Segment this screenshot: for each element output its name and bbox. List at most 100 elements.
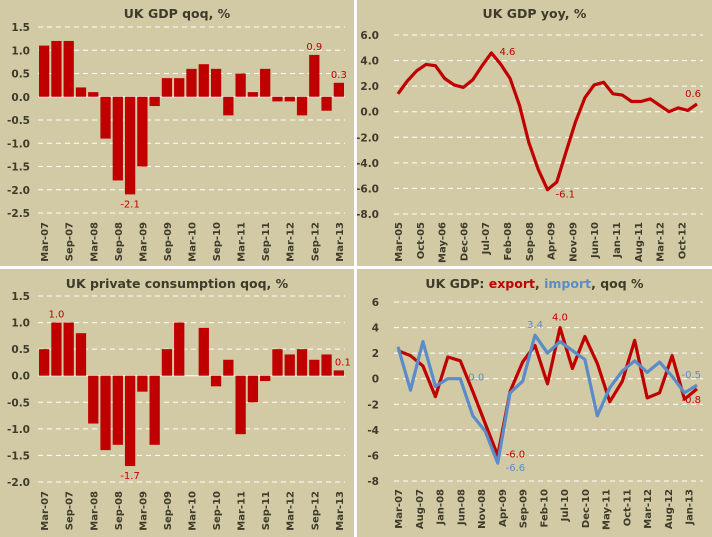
x-tick-label: Mar-13	[335, 491, 346, 531]
y-tick-label: 0	[372, 374, 379, 386]
chart-title: UK private consumption qoq, %	[66, 276, 289, 291]
x-tick-label: Jan-11	[612, 222, 623, 259]
y-tick-label: 0.5	[11, 69, 30, 81]
y-tick-label: -2	[367, 399, 379, 411]
x-tick-label: Mar-08	[89, 222, 100, 262]
y-tick-label: -2.5	[7, 208, 30, 220]
x-tick-label: Sep-08	[525, 222, 536, 261]
data-label: 0.9	[306, 42, 322, 53]
x-tick-label: Sep-09	[519, 489, 530, 528]
y-tick-label: -1.5	[7, 450, 30, 462]
y-tick-label: 2	[372, 348, 379, 360]
bar	[296, 349, 308, 376]
bar	[296, 96, 308, 116]
bar	[63, 40, 74, 97]
x-tick-label: Sep-11	[261, 491, 272, 530]
x-tick-label: Mar-12	[656, 222, 667, 262]
series-line-export	[397, 325, 699, 457]
y-tick-label: -8	[367, 476, 379, 488]
bar	[247, 375, 259, 403]
panel-consumption-qoq: UK private consumption qoq, % 1.5 1.0 0.5 0.…	[0, 269, 354, 537]
y-tick-label: 1.5	[11, 291, 30, 303]
bar	[149, 375, 160, 445]
data-label: -0.5	[681, 370, 701, 381]
bar	[272, 349, 283, 376]
x-tick-label: Oct-11	[622, 489, 633, 526]
y-tick-label: -6.0	[357, 183, 379, 195]
data-label: 3.4	[527, 320, 543, 331]
bar	[260, 68, 271, 97]
series-line-gdp-yoy	[396, 51, 698, 192]
x-tick-label: Sep-08	[114, 491, 125, 530]
bar	[186, 68, 197, 97]
y-tick-label: 0.0	[11, 371, 30, 383]
bar	[260, 375, 271, 382]
x-tick-label: Mar-07	[394, 489, 405, 529]
x-tick-label: Mar-12	[286, 222, 297, 262]
y-tick-label: -1.5	[7, 162, 30, 174]
chart-gdp-qoq: UK GDP qoq, % 1.5 1.0 0.5 0.0 -0.5 -1.0 -1.5 -2.…	[7, 6, 347, 262]
y-tick-label: 1.0	[11, 45, 30, 57]
y-tick-label: 0.0	[360, 107, 379, 119]
bar	[333, 82, 344, 97]
x-tick-label: Mar-07	[40, 491, 51, 531]
y-tick-label: 0.0	[11, 92, 30, 104]
panel-gdp-qoq: UK GDP qoq, % 1.5 1.0 0.5 0.0 -0.5 -1.0 -1.5 -2.…	[0, 0, 354, 266]
bar	[210, 375, 222, 387]
chart-title: UK GDP: export, import, qoq %	[425, 276, 644, 291]
series-line-import	[396, 333, 698, 465]
chart-consumption-qoq: UK private consumption qoq, % 1.5 1.0 0.5 0.…	[7, 276, 351, 531]
y-tick-label: 4	[372, 323, 379, 335]
bar	[51, 40, 62, 97]
y-tick-label: -1.0	[7, 424, 30, 436]
bar	[235, 375, 246, 435]
chart-title-part: export	[489, 276, 535, 291]
x-tick-label: Mar-10	[188, 491, 199, 531]
y-tick-label: -2.0	[7, 477, 30, 489]
x-tick-label: Sep-07	[65, 491, 76, 530]
x-tick-label: Jan-08	[436, 489, 447, 526]
bar	[124, 96, 136, 195]
bar	[272, 96, 283, 102]
x-tick-label: May-11	[602, 489, 613, 530]
x-tick-label: Jun-10	[590, 222, 601, 259]
x-tick-label: Mar-09	[138, 222, 149, 262]
data-label: -1.7	[120, 471, 140, 482]
y-tick-label: -4	[367, 425, 379, 437]
x-tick-label: May-06	[438, 222, 449, 263]
chart-title-part: UK GDP:	[425, 276, 488, 291]
bar	[174, 78, 185, 97]
bar	[284, 354, 295, 376]
y-tick-label: -4.0	[357, 158, 379, 170]
data-label: 0.0	[468, 373, 484, 384]
x-tick-label: Mar-08	[89, 491, 100, 531]
data-label: 4.6	[499, 47, 515, 58]
bar	[51, 322, 62, 376]
bar	[235, 73, 246, 97]
x-tick-label: Nov-09	[568, 222, 579, 262]
x-tick-label: Apr-09	[547, 222, 558, 260]
bar	[223, 359, 234, 376]
bar	[161, 78, 173, 97]
x-tick-label: Feb-08	[503, 222, 514, 260]
bar	[137, 375, 148, 392]
x-tick-label: Mar-10	[188, 222, 199, 262]
bar	[198, 327, 209, 376]
x-tick-label: Mar-05	[394, 222, 405, 262]
bar	[321, 96, 332, 111]
x-tick-label: Jun-08	[456, 489, 467, 526]
y-tick-label: 1.5	[11, 22, 30, 34]
bar	[161, 349, 173, 376]
bar	[137, 96, 148, 167]
x-tick-label: Mar-11	[237, 222, 248, 262]
x-tick-label: Sep-12	[310, 491, 321, 530]
x-tick-label: Aug-11	[634, 222, 645, 262]
data-label: 0.1	[335, 357, 351, 368]
bar	[210, 68, 222, 97]
bar	[39, 349, 50, 376]
bar	[75, 87, 87, 97]
bar	[112, 96, 123, 181]
y-tick-label: -0.5	[7, 115, 30, 127]
chart-title-part: ,	[535, 276, 544, 291]
x-tick-label: Mar-09	[138, 491, 149, 531]
